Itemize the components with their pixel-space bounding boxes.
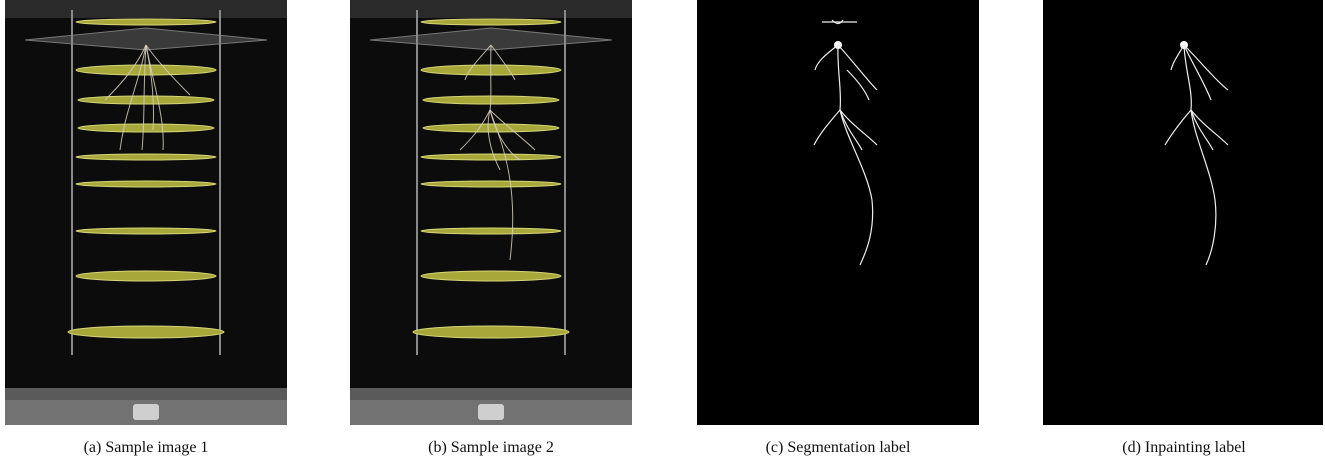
image-c: [697, 0, 979, 425]
disc: [421, 271, 561, 281]
image-a: [5, 0, 287, 425]
caption: (d) Inpainting label: [1043, 436, 1325, 460]
disc: [423, 124, 559, 132]
disc: [76, 271, 216, 281]
top-frame: [5, 0, 287, 18]
disc: [78, 124, 214, 132]
jar: [133, 404, 159, 420]
disc: [421, 181, 561, 187]
disc: [421, 19, 561, 25]
disc: [421, 154, 561, 160]
panel-b: [350, 0, 632, 425]
disc: [68, 326, 224, 338]
image-d: [1043, 0, 1323, 425]
disc: [76, 228, 216, 234]
panel-c: [697, 0, 979, 425]
caption: (b) Sample image 2: [350, 436, 632, 460]
background: [1043, 0, 1323, 425]
caption: (c) Segmentation label: [697, 436, 979, 460]
background: [5, 0, 287, 425]
panel-d: [1043, 0, 1325, 425]
disc: [413, 326, 569, 338]
disc: [76, 19, 216, 25]
figure-page: (a) Sample image 1 (b) Sample image 2 (c…: [0, 0, 1325, 467]
disc: [421, 228, 561, 234]
caption: (a) Sample image 1: [5, 436, 287, 460]
panel-a: [5, 0, 287, 425]
disc: [76, 181, 216, 187]
disc: [78, 96, 214, 104]
top-frame: [350, 0, 632, 18]
disc: [76, 154, 216, 160]
jar: [478, 404, 504, 420]
disc: [76, 65, 216, 75]
image-b: [350, 0, 632, 425]
